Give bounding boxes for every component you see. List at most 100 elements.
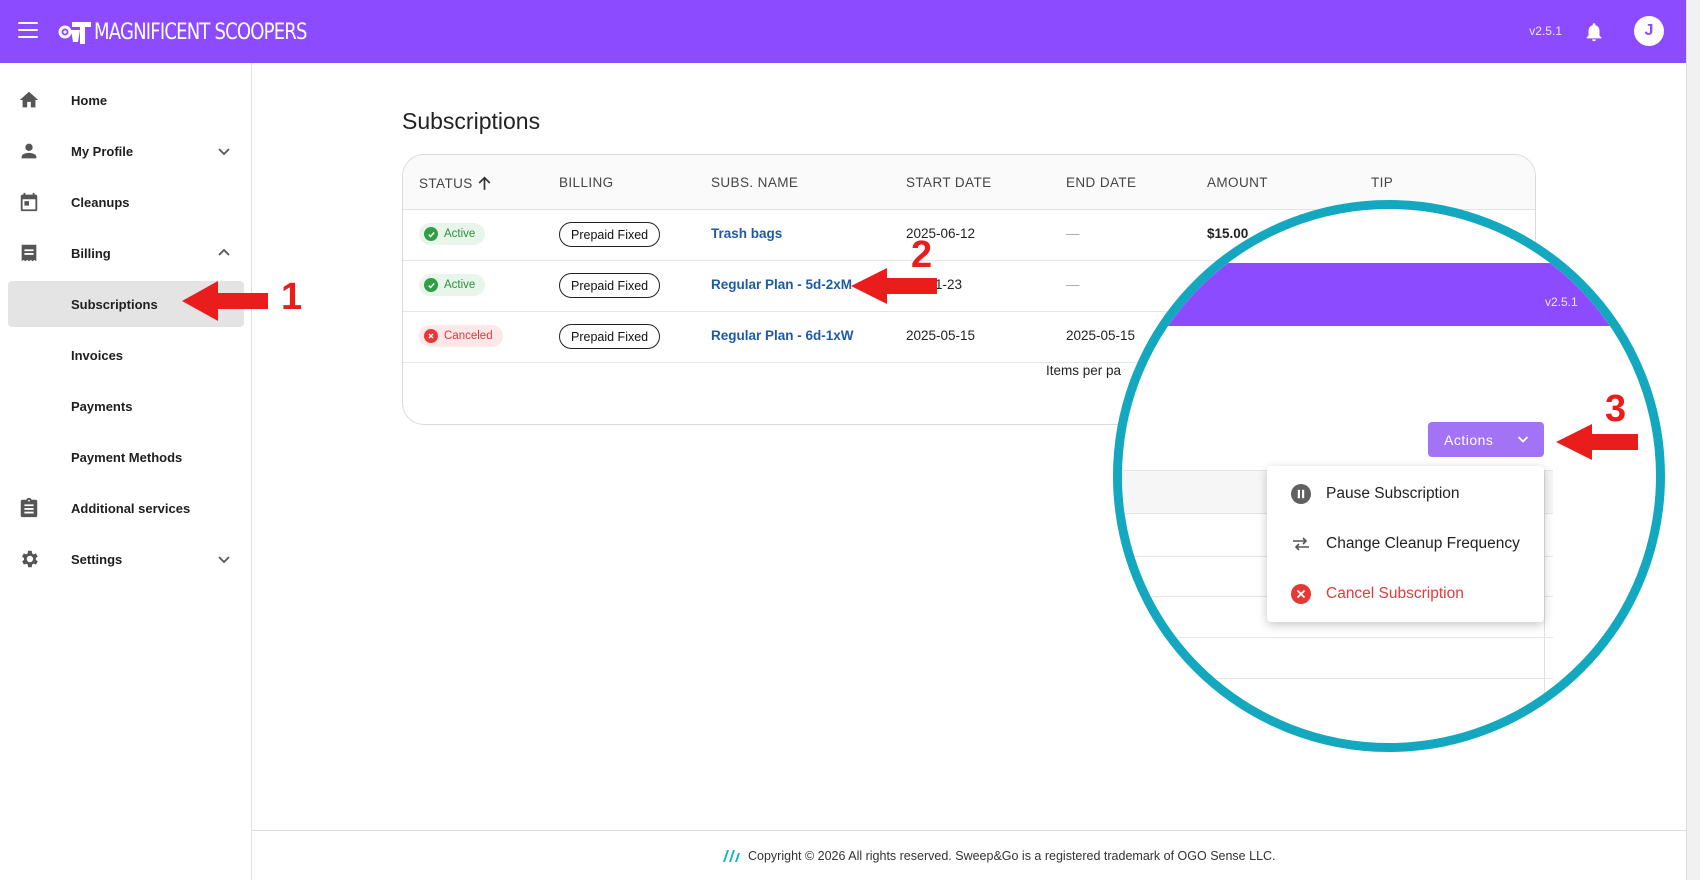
status-text: Canceled — [444, 330, 493, 342]
status-badge: Active — [419, 223, 486, 245]
annotation-arrow-1 — [182, 281, 268, 321]
sidebar-item-label: Cleanups — [71, 194, 130, 210]
magnified-view: v2.5.1 Actions Pause Subscription Change… — [1113, 200, 1665, 752]
billing-pill: Prepaid Fixed — [559, 222, 661, 247]
row-divider — [1122, 678, 1553, 679]
sidebar-item-cleanups[interactable]: Cleanups — [8, 179, 244, 225]
sidebar-nav: Home My Profile Cleanups Billing Subscri… — [0, 63, 252, 880]
column-header-tip[interactable]: TIP — [1371, 175, 1394, 190]
page-title: Subscriptions — [402, 108, 541, 134]
x-circle-icon — [424, 329, 438, 343]
sidebar-item-label: Additional services — [71, 500, 191, 516]
status-text: Active — [444, 228, 476, 240]
app-version: v2.5.1 — [1529, 24, 1562, 38]
cancel-circle-icon — [1291, 584, 1311, 604]
sidebar-item-settings[interactable]: Settings — [8, 536, 244, 582]
swap-arrows-icon — [1293, 537, 1309, 551]
table-edge — [1544, 470, 1545, 700]
start-date: 2025-06-12 — [906, 226, 976, 241]
column-header-end-date[interactable]: END DATE — [1066, 175, 1137, 190]
copyright-text: Copyright © 2026 All rights reserved. Sw… — [748, 849, 1276, 863]
top-app-bar: MAGNIFICENT SCOOPERS v2.5.1 J — [0, 0, 1686, 63]
person-icon — [21, 143, 37, 159]
sidebar-item-billing[interactable]: Billing — [8, 230, 244, 276]
column-header-amount[interactable]: AMOUNT — [1207, 175, 1268, 190]
column-header-billing[interactable]: BILLING — [559, 175, 614, 190]
menu-item-pause-subscription[interactable]: Pause Subscription — [1267, 472, 1544, 516]
menu-item-label: Cancel Subscription — [1326, 585, 1464, 602]
page-scrollbar[interactable] — [1686, 0, 1700, 880]
user-avatar[interactable]: J — [1634, 16, 1664, 46]
table-row[interactable]: Canceled Prepaid Fixed Regular Plan - 6d… — [403, 312, 1535, 363]
menu-item-label: Pause Subscription — [1326, 485, 1460, 502]
sidebar-item-label: Settings — [71, 551, 123, 567]
scooper-logo-icon — [58, 22, 91, 44]
table-row[interactable]: Active Prepaid Fixed Trash bags 2025-06-… — [403, 210, 1535, 261]
end-date: 2025-05-15 — [1066, 328, 1136, 343]
magnified-version: v2.5.1 — [1545, 295, 1578, 309]
subscription-name-link[interactable]: Regular Plan - 5d-2xM — [711, 277, 853, 292]
check-circle-icon — [424, 278, 438, 292]
sidebar-item-payment-methods[interactable]: Payment Methods — [8, 434, 244, 480]
subscription-name-link[interactable]: Trash bags — [711, 226, 783, 241]
status-badge: Canceled — [419, 325, 503, 347]
sort-arrow-up-icon[interactable] — [476, 175, 493, 192]
receipt-icon — [21, 244, 37, 262]
billing-pill: Prepaid Fixed — [559, 324, 661, 349]
clipboard-icon — [20, 497, 38, 518]
column-header-status[interactable]: STATUS — [419, 175, 493, 192]
column-label: STATUS — [419, 176, 473, 191]
menu-item-cancel-subscription[interactable]: Cancel Subscription — [1267, 572, 1544, 616]
annotation-number-1: 1 — [281, 276, 303, 318]
end-date: — — [1066, 277, 1080, 292]
row-divider — [1122, 637, 1553, 638]
annotation-number-2: 2 — [911, 234, 933, 276]
calendar-icon — [20, 192, 38, 212]
subscription-name-link[interactable]: Regular Plan - 6d-1xW — [711, 328, 854, 343]
actions-label: Actions — [1444, 431, 1494, 448]
check-circle-icon — [424, 227, 438, 241]
footer-copyright: Copyright © 2026 All rights reserved. Sw… — [720, 849, 1276, 863]
brand-name: MAGNIFICENT SCOOPERS — [94, 19, 307, 45]
chevron-down-icon[interactable] — [216, 551, 232, 567]
status-text: Active — [444, 279, 476, 291]
sweep-and-go-logo-icon — [723, 850, 740, 862]
sidebar-item-invoices[interactable]: Invoices — [8, 332, 244, 378]
status-badge: Active — [419, 274, 486, 296]
magnified-top-bar — [1122, 263, 1656, 326]
bell-icon[interactable] — [1583, 21, 1605, 43]
sidebar-item-label: Billing — [71, 245, 111, 261]
annotation-arrow-3 — [1556, 424, 1638, 460]
sidebar-item-additional-services[interactable]: Additional services — [8, 485, 244, 531]
column-header-subs-name[interactable]: SUBS. NAME — [711, 175, 799, 190]
table-row[interactable]: Active Prepaid Fixed Regular Plan - 5d-2… — [403, 261, 1535, 312]
brand-logo[interactable]: MAGNIFICENT SCOOPERS — [58, 18, 353, 46]
start-date: 2025-05-15 — [906, 328, 976, 343]
page-footer: Copyright © 2026 All rights reserved. Sw… — [252, 830, 1686, 880]
end-date: — — [1066, 226, 1080, 241]
home-icon — [19, 91, 39, 108]
annotation-arrow-2 — [851, 268, 937, 304]
annotation-number-3: 3 — [1605, 388, 1627, 430]
chevron-up-icon[interactable] — [216, 245, 232, 261]
menu-item-label: Change Cleanup Frequency — [1326, 535, 1520, 552]
sidebar-item-label: My Profile — [71, 143, 134, 159]
table-header: STATUS BILLING SUBS. NAME START DATE END… — [403, 155, 1535, 210]
sidebar-item-my-profile[interactable]: My Profile — [8, 128, 244, 174]
billing-pill: Prepaid Fixed — [559, 273, 661, 298]
chevron-down-icon[interactable] — [216, 143, 232, 159]
sidebar-item-home[interactable]: Home — [8, 77, 244, 123]
column-header-start-date[interactable]: START DATE — [906, 175, 992, 190]
pagination-label: Items per pa — [1046, 363, 1122, 378]
actions-menu: Pause Subscription Change Cleanup Freque… — [1267, 466, 1544, 622]
sidebar-item-label: Payment Methods — [71, 449, 183, 465]
menu-icon[interactable] — [18, 22, 38, 38]
sidebar-item-label: Invoices — [71, 347, 124, 363]
sidebar-item-label: Payments — [71, 398, 133, 414]
actions-dropdown-button[interactable]: Actions — [1428, 422, 1544, 457]
amount: $15.00 — [1207, 226, 1249, 241]
pause-icon — [1291, 484, 1311, 504]
chevron-down-icon — [1517, 436, 1529, 443]
sidebar-item-payments[interactable]: Payments — [8, 383, 244, 429]
menu-item-change-cleanup-frequency[interactable]: Change Cleanup Frequency — [1267, 522, 1544, 566]
